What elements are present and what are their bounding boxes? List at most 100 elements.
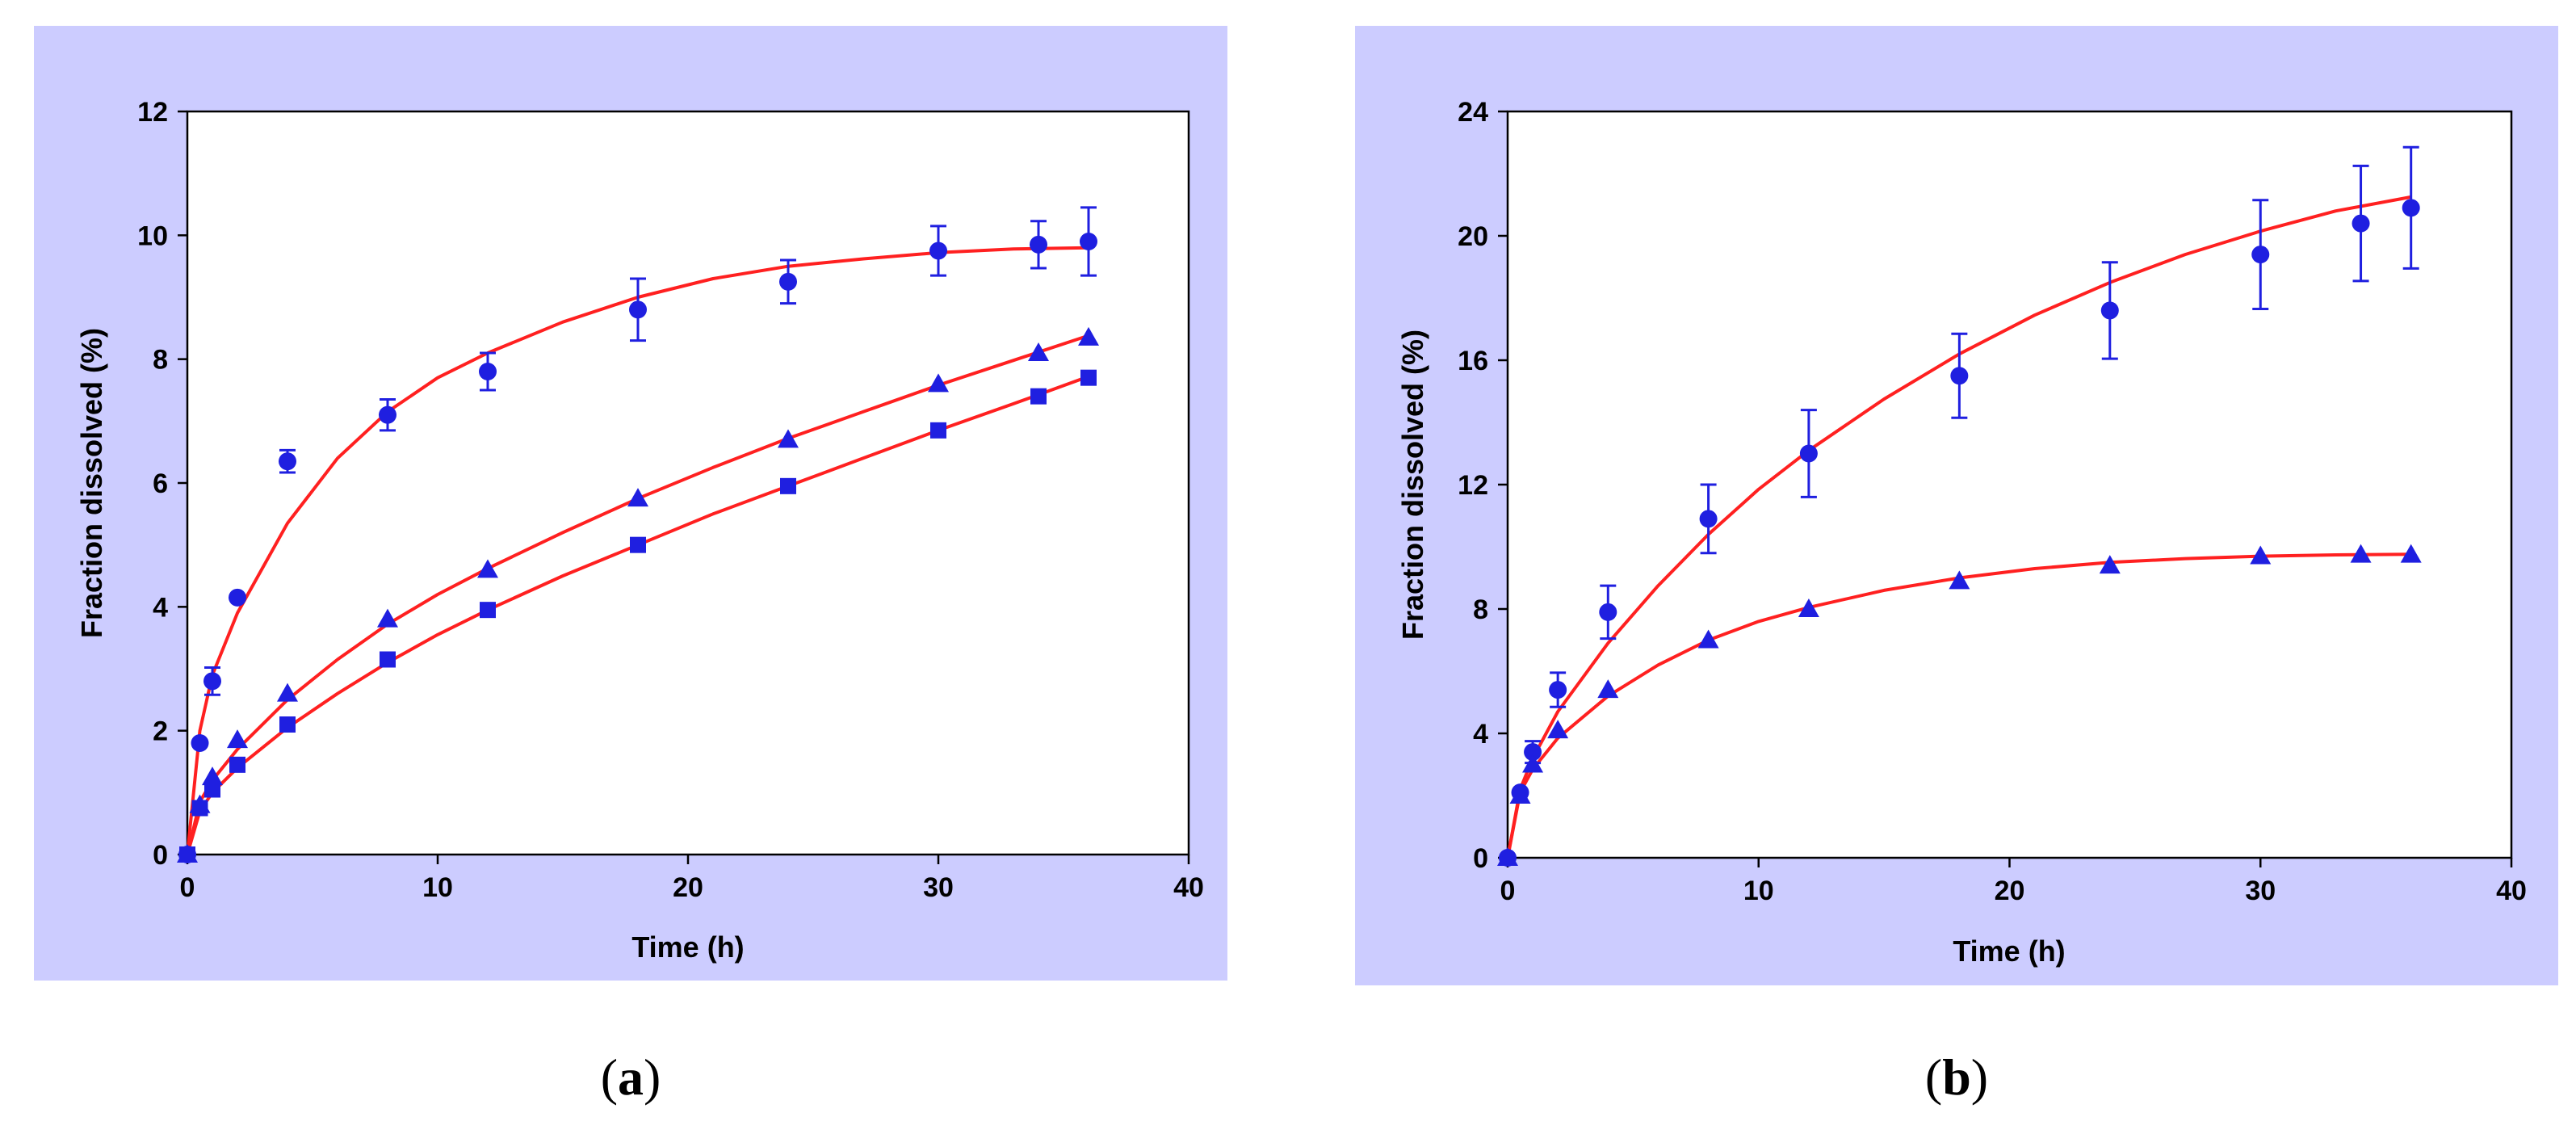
panel-b-point-circles (1599, 603, 1617, 621)
chart-panel-b: Time (h) Fraction dissolved (%) 0 10 20 30 4… (1355, 26, 2558, 985)
panel-a-point-triangles (627, 488, 648, 507)
panel-b-x-tick-label: 40 (2496, 876, 2527, 906)
panel-b-point-circles (1549, 681, 1567, 699)
caption-a-close: ) (644, 1048, 661, 1106)
panel-b-x-tick-label: 0 (1500, 876, 1516, 906)
panel-b-y-tick-label: 16 (1458, 346, 1488, 376)
panel-a-point-squares (204, 781, 220, 798)
panel-b-x-axis-title: Time (h) (1953, 934, 2065, 968)
panel-a-y-tick-label: 4 (153, 592, 168, 623)
panel-a-y-tick-label: 0 (153, 840, 168, 871)
panel-a-x-tick-label: 40 (1173, 872, 1204, 903)
panel-a-x-axis-title: Time (h) (631, 930, 744, 964)
panel-a-point-squares (1030, 388, 1047, 405)
panel-a-point-circles (479, 363, 497, 380)
panel-a-point-squares (480, 602, 496, 619)
caption-a: (a) (601, 1048, 661, 1106)
panel-b-x-tick-label: 10 (1743, 876, 1774, 906)
panel-a-y-tick-label: 10 (137, 220, 168, 251)
panel-a-point-squares (780, 477, 796, 494)
panel-a-y-axis-title: Fraction dissolved (%) (75, 328, 108, 638)
panel-a-point-circles (203, 672, 221, 691)
panel-a-x-tick-label: 20 (673, 872, 703, 903)
panel-a-point-circles (379, 405, 396, 424)
panel-a-x-tick-label: 0 (180, 872, 195, 903)
panel-a-plot-area (186, 110, 1190, 856)
panel-b-x-tick-label: 20 (1995, 876, 2025, 906)
panel-b-point-triangles (1949, 570, 1970, 590)
panel-a-point-squares (179, 846, 195, 863)
panel-b-point-triangles (1697, 629, 1719, 649)
panel-b-y-tick-label: 12 (1458, 470, 1488, 501)
panel-b-y-tick-label: 4 (1473, 719, 1488, 750)
caption-b-open: ( (1925, 1048, 1942, 1106)
panel-a-point-squares (1080, 369, 1097, 386)
panel-a-point-circles (929, 242, 947, 260)
panel-a-x-tick-label: 30 (923, 872, 954, 903)
panel-b-y-tick-label: 0 (1473, 843, 1488, 874)
panel-b-point-circles (2402, 199, 2420, 217)
panel-a-point-circles (629, 300, 647, 319)
panel-a-x-tick-label: 10 (422, 872, 453, 903)
panel-a-data-markers (177, 206, 1099, 863)
panel-a-point-squares (630, 536, 646, 553)
panel-b-point-triangles (1522, 754, 1544, 773)
panel-a-point-triangles (227, 729, 248, 749)
panel-b-point-circles (2251, 246, 2270, 264)
panel-b-plot-area (1506, 110, 2513, 859)
panel-a-point-circles (779, 272, 797, 291)
panel-a-y-tick-label: 2 (153, 716, 168, 747)
panel-a-y-tick-label: 12 (137, 97, 168, 128)
panel-b-y-tick-label: 24 (1458, 97, 1488, 128)
panel-a-ticks: 0 10 20 30 40 0 2 4 6 8 10 12 (137, 97, 1204, 903)
panel-a-point-circles (279, 452, 296, 471)
panel-b-point-circles (1799, 444, 1818, 463)
panel-b-point-triangles (1597, 679, 1619, 699)
panel-b-point-circles (2100, 301, 2119, 320)
panel-b-point-triangles (2400, 544, 2422, 563)
panel-a-point-triangles (928, 373, 949, 393)
panel-b-point-triangles (1798, 598, 1819, 617)
caption-a-letter: a (618, 1048, 644, 1106)
panel-a-point-triangles (1078, 326, 1099, 346)
panel-b-point-triangles (2099, 555, 2121, 574)
panel-b-point-triangles (1547, 720, 1569, 739)
panel-b-y-tick-label: 8 (1473, 594, 1488, 625)
panel-a-point-triangles (202, 766, 223, 786)
panel-b-point-circles (2352, 214, 2370, 233)
panel-a-point-squares (279, 716, 296, 733)
panel-b-point-triangles (1509, 785, 1531, 804)
panel-a-point-circles (1080, 233, 1097, 250)
caption-a-open: ( (601, 1048, 618, 1106)
panel-a-y-tick-label: 8 (153, 345, 168, 376)
panel-b-point-circles (1699, 510, 1718, 528)
panel-a-point-circles (229, 588, 246, 607)
caption-b: (b) (1925, 1048, 1988, 1106)
panel-b-point-triangles (2350, 544, 2372, 563)
panel-a-point-triangles (277, 682, 298, 702)
caption-b-close: ) (1971, 1048, 1988, 1106)
panel-a-point-squares (930, 422, 946, 439)
panel-b-point-circles (1950, 367, 1969, 385)
chart-panel-a: Time (h) Fraction dissolved (%) 0 10 20 30 4… (34, 26, 1227, 981)
panel-a-point-squares (229, 756, 245, 773)
panel-b-x-tick-label: 30 (2245, 876, 2276, 906)
panel-a-point-triangles (1028, 342, 1049, 361)
panel-a-point-squares (380, 651, 396, 668)
caption-b-letter: b (1942, 1048, 1971, 1106)
panel-b-point-circles (1524, 743, 1542, 762)
panel-a-point-circles (191, 734, 209, 752)
panel-b-point-triangles (2250, 545, 2272, 565)
panel-a-point-triangles (477, 559, 498, 578)
panel-a-point-triangles (778, 429, 799, 448)
panel-a-y-tick-label: 6 (153, 468, 168, 499)
panel-a-point-squares (191, 800, 208, 817)
panel-b-data-markers (1497, 145, 2422, 867)
panel-a-point-circles (1030, 235, 1047, 254)
panel-b-ticks: 0 10 20 30 40 0 4 8 12 16 20 24 (1458, 97, 2527, 906)
panel-b-y-tick-label: 20 (1458, 221, 1488, 252)
panel-b-y-axis-title: Fraction dissolved (%) (1396, 330, 1429, 640)
panel-a-point-triangles (377, 608, 398, 628)
panel-b-point-triangles (1497, 847, 1518, 866)
